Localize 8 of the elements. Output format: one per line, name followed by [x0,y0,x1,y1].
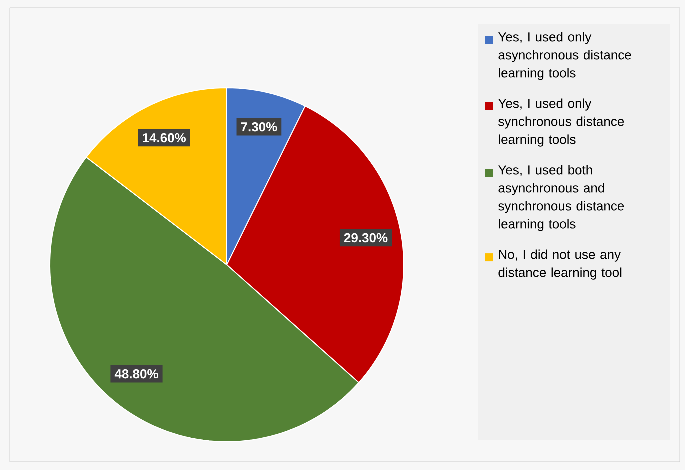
data-label: 14.60% [143,133,186,143]
data-label: 48.80% [114,369,158,379]
legend-label: Yes, I used both asynchronous and synchronous distance learning tools [498,165,624,232]
data-label: 7.30% [241,122,278,132]
data-label: 29.30% [344,233,388,243]
legend-label: Yes, I used only synchronous distance learning tools [498,98,624,147]
legend-label: No, I did not use any distance learning tool [498,250,622,280]
legend-label: Yes, I used only asynchronous distance learning tools [498,32,632,80]
